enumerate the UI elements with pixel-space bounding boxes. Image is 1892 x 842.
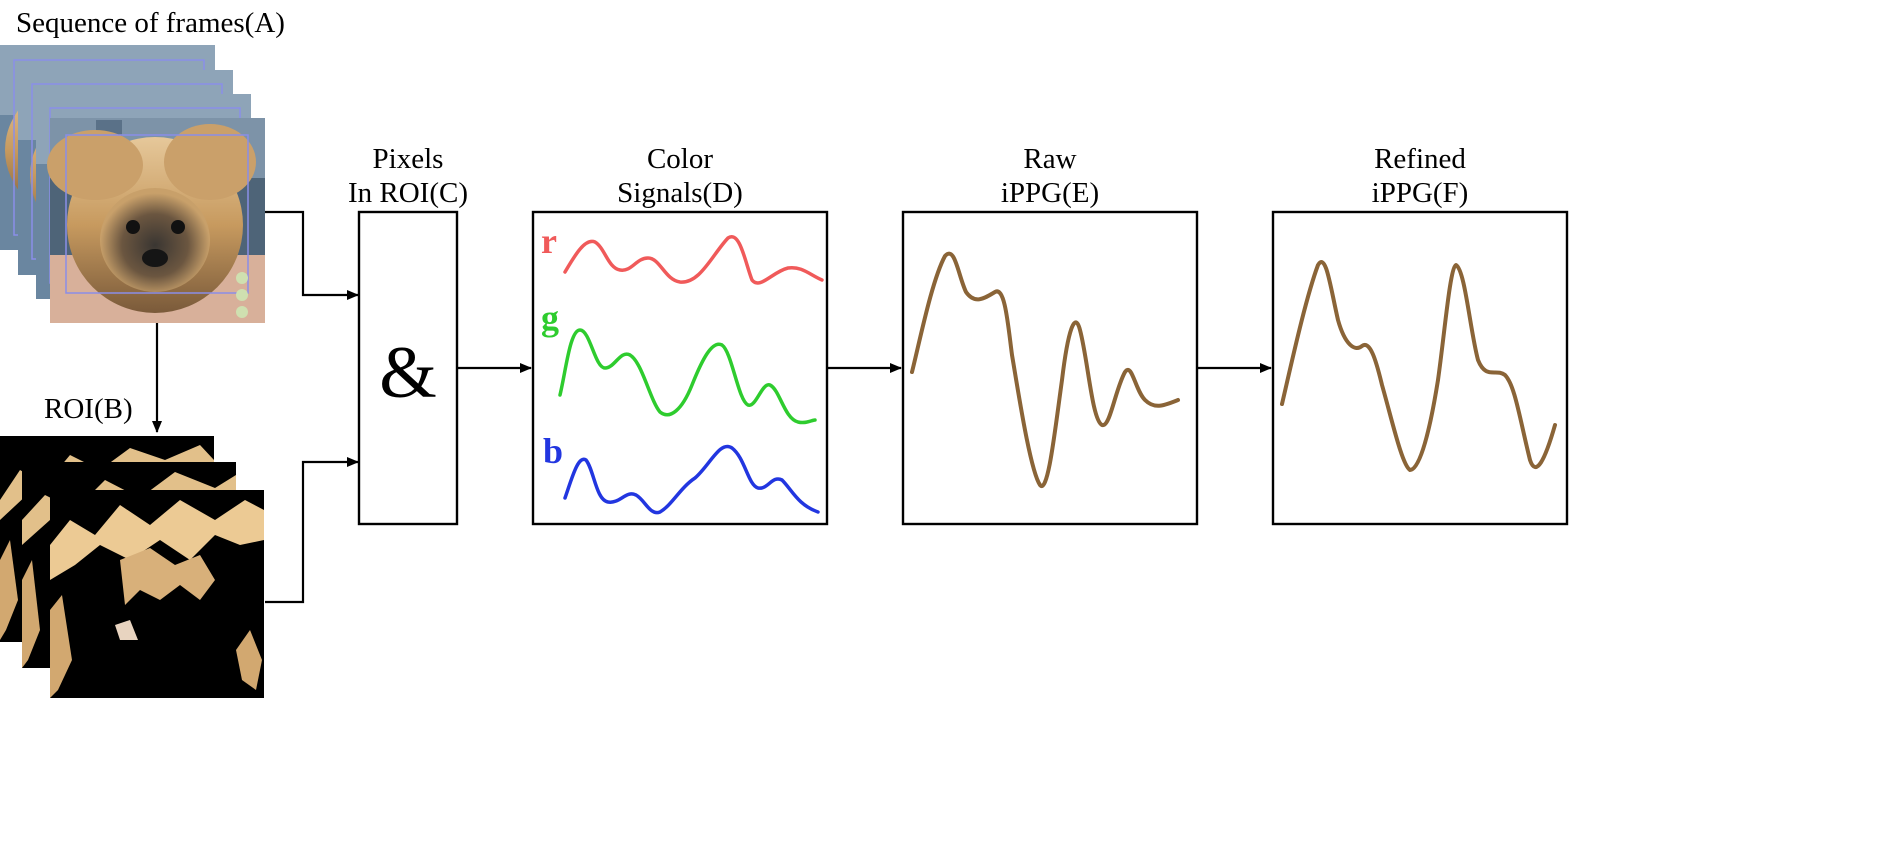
- r-signal-curve: [563, 234, 824, 285]
- roi-stack: [0, 436, 264, 698]
- refined-ippg-box: [1271, 210, 1569, 526]
- raw-label-line2: iPPG(E): [1001, 177, 1099, 209]
- color-signals-box: [531, 210, 829, 526]
- r-symbol: r: [541, 221, 557, 261]
- sequence-label: Sequence of frames(A): [16, 7, 285, 39]
- color-label-line2: Signals(D): [617, 177, 743, 209]
- b-signal-curve: [563, 444, 820, 515]
- frame-front: [47, 118, 265, 323]
- refined-ippg-curve: [1280, 260, 1557, 472]
- g-signal-curve: [558, 328, 817, 425]
- frame-stack: [0, 45, 265, 323]
- color-label-line1: Color: [647, 143, 713, 175]
- pixels-box: [357, 210, 459, 526]
- refined-label-line2: iPPG(F): [1372, 177, 1469, 209]
- ampersand-symbol: &: [379, 332, 437, 414]
- pixels-label-line2: In ROI(C): [348, 177, 468, 209]
- arrow-frames-to-pixels: [265, 210, 359, 300]
- raw-label-line1: Raw: [1023, 143, 1076, 175]
- b-symbol: b: [543, 431, 563, 471]
- g-symbol: g: [541, 298, 559, 338]
- arrow-roi-to-pixels: [265, 457, 359, 604]
- refined-label-line1: Refined: [1374, 143, 1466, 175]
- raw-ippg-box: [901, 210, 1199, 526]
- raw-ippg-curve: [910, 251, 1180, 488]
- roi-label: ROI(B): [44, 393, 133, 425]
- roi-frame-front: [50, 490, 264, 698]
- pixels-label-line1: Pixels: [373, 143, 444, 175]
